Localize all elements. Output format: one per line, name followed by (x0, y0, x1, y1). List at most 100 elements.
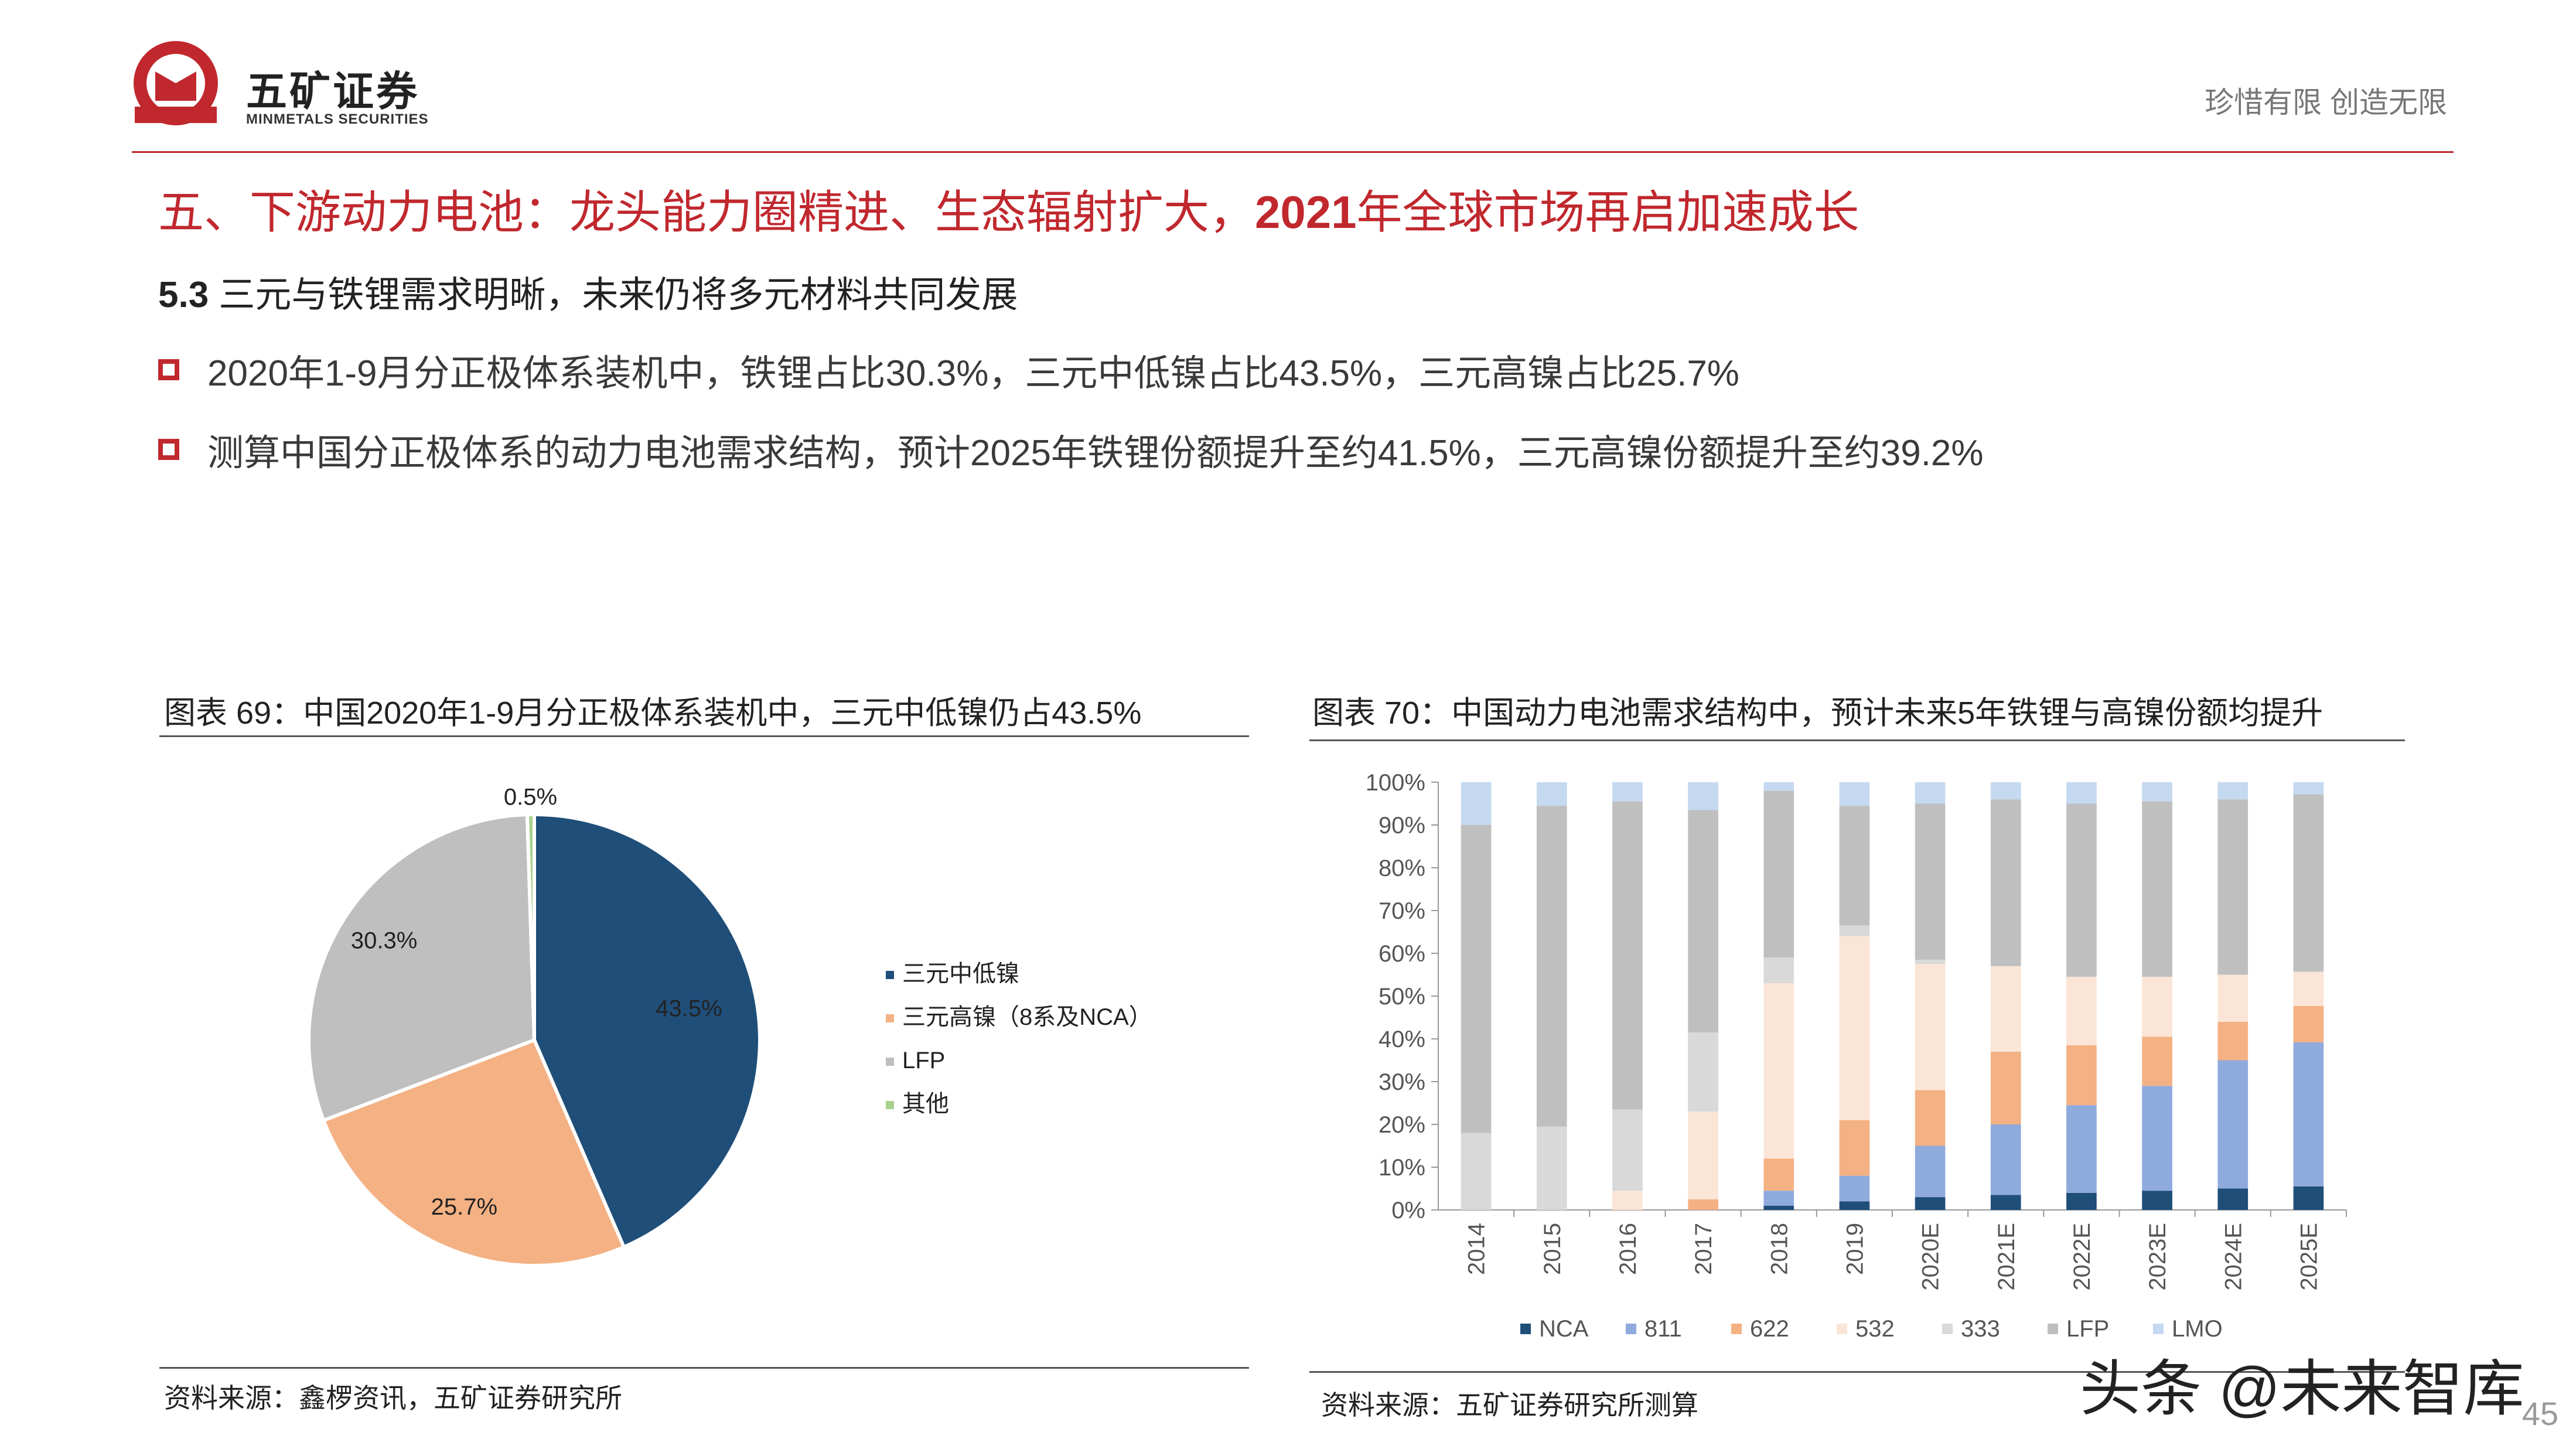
bar-segment-nca (1839, 1201, 1870, 1210)
bar-segment-lfp (2293, 794, 2324, 972)
bar-segment-333 (1461, 1133, 1492, 1210)
section-subtitle-text: 三元与铁锂需求明晰，未来仍将多元材料共同发展 (209, 275, 1018, 315)
legend-swatch (886, 1058, 894, 1066)
figure-69-top-rule (159, 735, 1249, 737)
legend-label: 三元中低镍 (902, 961, 1019, 987)
figure-70-bottom-rule (1309, 1371, 2405, 1373)
x-tick-label: 2020E (1918, 1223, 1944, 1291)
pie-data-label: 30.3% (351, 928, 417, 953)
bar-segment-lfp (1990, 799, 2021, 966)
bar-segment-532 (2066, 977, 2097, 1045)
bar-segment-811 (1839, 1175, 1870, 1202)
y-tick-label: 30% (1379, 1069, 1425, 1095)
page-title-prefix: 五、下游动力电池：龙头能力圈精进、生态辐射扩大， (158, 186, 1255, 238)
y-tick-label: 0% (1391, 1198, 1425, 1223)
bar-segment-lmo (1763, 782, 1794, 791)
bar-segment-lmo (1536, 782, 1567, 806)
bar-segment-lfp (1461, 825, 1492, 1133)
x-tick-label: 2018 (1766, 1223, 1792, 1275)
bar-segment-622 (1763, 1158, 1794, 1191)
figure-69-source: 资料来源：鑫椤资讯，五矿证券研究所 (164, 1383, 622, 1413)
legend-label: 811 (1644, 1316, 1682, 1342)
x-tick-label: 2021E (1994, 1223, 2019, 1291)
legend-label: 622 (1750, 1316, 1789, 1342)
bar-segment-lmo (1612, 782, 1643, 802)
figure-69-bottom-rule (159, 1367, 1249, 1369)
bar-segment-nca (1990, 1195, 2021, 1210)
x-tick-label: 2025E (2296, 1223, 2322, 1291)
brand-name-en: MINMETALS SECURITIES (246, 111, 429, 127)
legend-swatch (1731, 1324, 1742, 1334)
bar-segment-lfp (2217, 799, 2249, 975)
bar-segment-532 (1612, 1191, 1643, 1210)
x-tick-label: 2023E (2145, 1223, 2171, 1291)
bar-segment-333 (1763, 957, 1794, 984)
bar-segment-lmo (2066, 782, 2097, 804)
legend-swatch (886, 1101, 894, 1109)
pie-slice (525, 812, 536, 1041)
y-tick-label: 20% (1379, 1112, 1425, 1138)
bar-segment-lfp (2066, 803, 2097, 977)
bar-segment-622 (2066, 1045, 2097, 1106)
pie-data-label: 0.5% (504, 784, 557, 810)
legend-label: 其他 (902, 1091, 949, 1117)
legend-label: LFP (902, 1048, 945, 1073)
legend-swatch (886, 971, 894, 979)
bullet-text: 测算中国分正极体系的动力电池需求结构，预计2025年铁锂份额提升至约41.5%，… (207, 433, 1984, 473)
bar-segment-532 (1839, 936, 1870, 1120)
bar-segment-622 (2217, 1021, 2249, 1061)
legend-swatch (886, 1014, 894, 1022)
legend-swatch (2048, 1324, 2058, 1334)
page-title-suffix: 年全球市场再启加速成长 (1356, 186, 1860, 238)
bullet-point: 测算中国分正极体系的动力电池需求结构，预计2025年铁锂份额提升至约41.5%，… (158, 423, 1984, 476)
section-subtitle: 5.3 三元与铁锂需求明晰，未来仍将多元材料共同发展 (158, 265, 1018, 318)
y-tick-label: 60% (1379, 941, 1425, 967)
bar-segment-nca (2293, 1186, 2324, 1210)
y-tick-label: 10% (1379, 1155, 1425, 1181)
bar-segment-811 (1990, 1124, 2021, 1195)
bar-segment-532 (1915, 964, 1946, 1090)
figure-69-title: 图表 69：中国2020年1-9月分正极体系装机中，三元中低镍仍占43.5% (164, 695, 1142, 731)
watermark: 头条 @未来智库 (2080, 1355, 2524, 1423)
bar-segment-622 (1990, 1051, 2021, 1124)
bar-segment-811 (2293, 1042, 2324, 1187)
legend-label: 532 (1855, 1316, 1895, 1342)
bar-segment-532 (1990, 966, 2021, 1052)
bar-segment-lmo (2142, 782, 2172, 802)
legend-label: NCA (1539, 1316, 1589, 1342)
pie-slice (533, 812, 762, 1250)
bullet-square-icon (158, 359, 179, 380)
bar-segment-lfp (1915, 803, 1946, 960)
bar-segment-333 (1688, 1032, 1718, 1112)
bar-segment-lfp (1763, 790, 1794, 958)
bar-segment-lmo (1839, 782, 1870, 806)
bar-segment-811 (2217, 1060, 2249, 1189)
y-tick-label: 80% (1379, 855, 1425, 881)
bar-segment-532 (2293, 971, 2324, 1006)
bar-segment-333 (1915, 959, 1946, 964)
pie-data-label: 43.5% (656, 995, 722, 1021)
bar-segment-333 (1612, 1109, 1643, 1191)
x-tick-label: 2014 (1464, 1223, 1490, 1275)
bar-segment-333 (1839, 925, 1870, 936)
bar-segment-lmo (2293, 782, 2324, 795)
bar-segment-nca (1915, 1197, 1946, 1210)
bar-segment-532 (2217, 974, 2249, 1022)
bar-segment-532 (1763, 983, 1794, 1159)
bullet-point: 2020年1-9月分正极体系装机中，铁锂占比30.3%，三元中低镍占比43.5%… (158, 343, 1739, 396)
x-tick-label: 2019 (1842, 1223, 1868, 1275)
bar-segment-622 (2293, 1005, 2324, 1042)
bar-segment-lmo (1688, 782, 1718, 810)
bar-segment-532 (1688, 1112, 1718, 1199)
header-divider (132, 151, 2454, 153)
bar-segment-nca (2066, 1192, 2097, 1210)
bar-segment-lmo (1915, 782, 1946, 804)
figure-70-top-rule (1309, 739, 2405, 741)
pie-slice (321, 1038, 626, 1267)
x-tick-label: 2017 (1691, 1223, 1717, 1275)
x-tick-label: 2016 (1615, 1223, 1641, 1275)
bullet-text: 2020年1-9月分正极体系装机中，铁锂占比30.3%，三元中低镍占比43.5%… (207, 353, 1739, 394)
bar-segment-lfp (1536, 806, 1567, 1127)
y-tick-label: 90% (1379, 813, 1425, 838)
figure-70-title: 图表 70：中国动力电池需求结构中，预计未来5年铁锂与高镍份额均提升 (1312, 695, 2323, 731)
